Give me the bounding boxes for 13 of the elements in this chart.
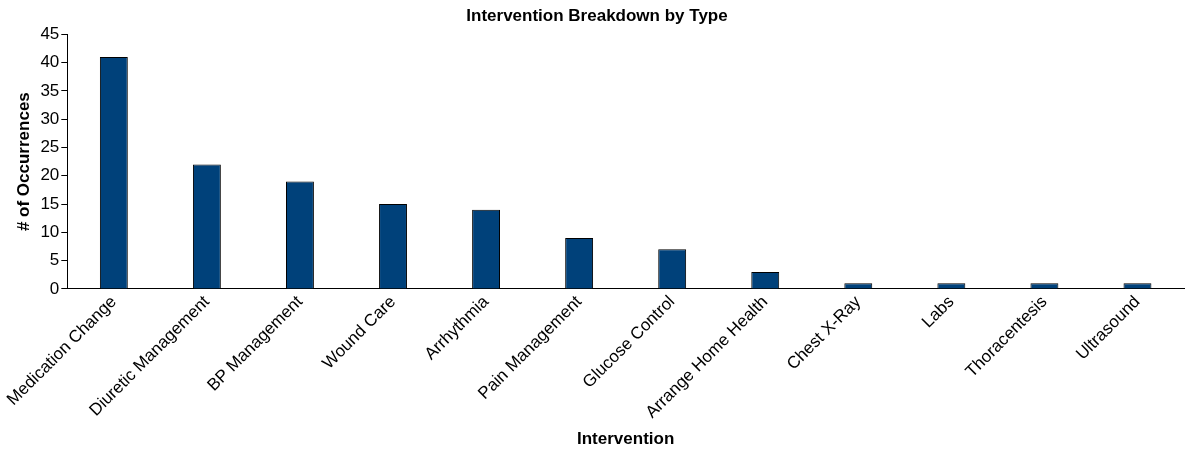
y-tick-label: 35	[40, 80, 60, 100]
y-tick-label: 25	[40, 137, 60, 157]
y-tick-label: 15	[40, 193, 60, 213]
y-tick-label: 45	[40, 24, 60, 44]
y-tick-label: 0	[49, 278, 60, 298]
y-tick-label: 10	[40, 222, 60, 242]
y-axis-title: # of Occurrences	[13, 92, 33, 232]
y-tick-label: 20	[40, 165, 60, 185]
chart-title: Intervention Breakdown by Type	[466, 5, 728, 25]
x-axis-title: Intervention	[577, 429, 675, 449]
y-tick-label: 5	[49, 250, 60, 270]
y-tick-label: 40	[40, 52, 60, 72]
y-tick-label: 30	[40, 108, 60, 128]
